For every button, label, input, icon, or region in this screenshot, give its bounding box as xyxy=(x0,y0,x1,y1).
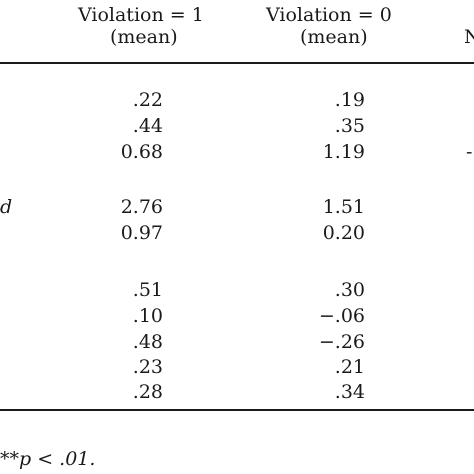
cell-v0: .35 xyxy=(334,115,365,137)
cell-v0: .19 xyxy=(334,89,365,111)
cell-v3-partial: - xyxy=(466,141,473,163)
cell-v1: .48 xyxy=(132,331,163,353)
cell-v0: −.26 xyxy=(318,331,365,353)
cell-v0: .34 xyxy=(334,381,365,403)
cell-v1: 0.97 xyxy=(120,222,163,244)
cell-v0: .30 xyxy=(334,279,365,301)
cell-v0: −.06 xyxy=(318,305,365,327)
column-header-partial: N xyxy=(464,26,474,48)
cell-v0: .21 xyxy=(334,356,365,378)
column-subheader-mean-1: (mean) xyxy=(110,26,178,48)
cell-v1: 0.68 xyxy=(120,141,163,163)
column-header-violation-1: Violation = 1 xyxy=(78,4,204,26)
column-subheader-mean-0: (mean) xyxy=(300,26,368,48)
cell-v1: .44 xyxy=(132,115,163,137)
cell-v1: .23 xyxy=(132,356,163,378)
cell-v0: 1.51 xyxy=(322,196,365,218)
cell-v0: 1.19 xyxy=(322,141,365,163)
bottom-rule xyxy=(0,409,474,411)
cell-v0: 0.20 xyxy=(322,222,365,244)
cell-v1: 2.76 xyxy=(120,196,163,218)
column-header-violation-0: Violation = 0 xyxy=(266,4,392,26)
footnote-significance: **p < .01. xyxy=(0,448,96,470)
cell-v1: .22 xyxy=(132,89,163,111)
cell-v1: .28 xyxy=(132,381,163,403)
cell-v1: .10 xyxy=(132,305,163,327)
header-rule xyxy=(0,62,474,64)
row-label-partial: d xyxy=(0,196,13,218)
cell-v1: .51 xyxy=(132,279,163,301)
